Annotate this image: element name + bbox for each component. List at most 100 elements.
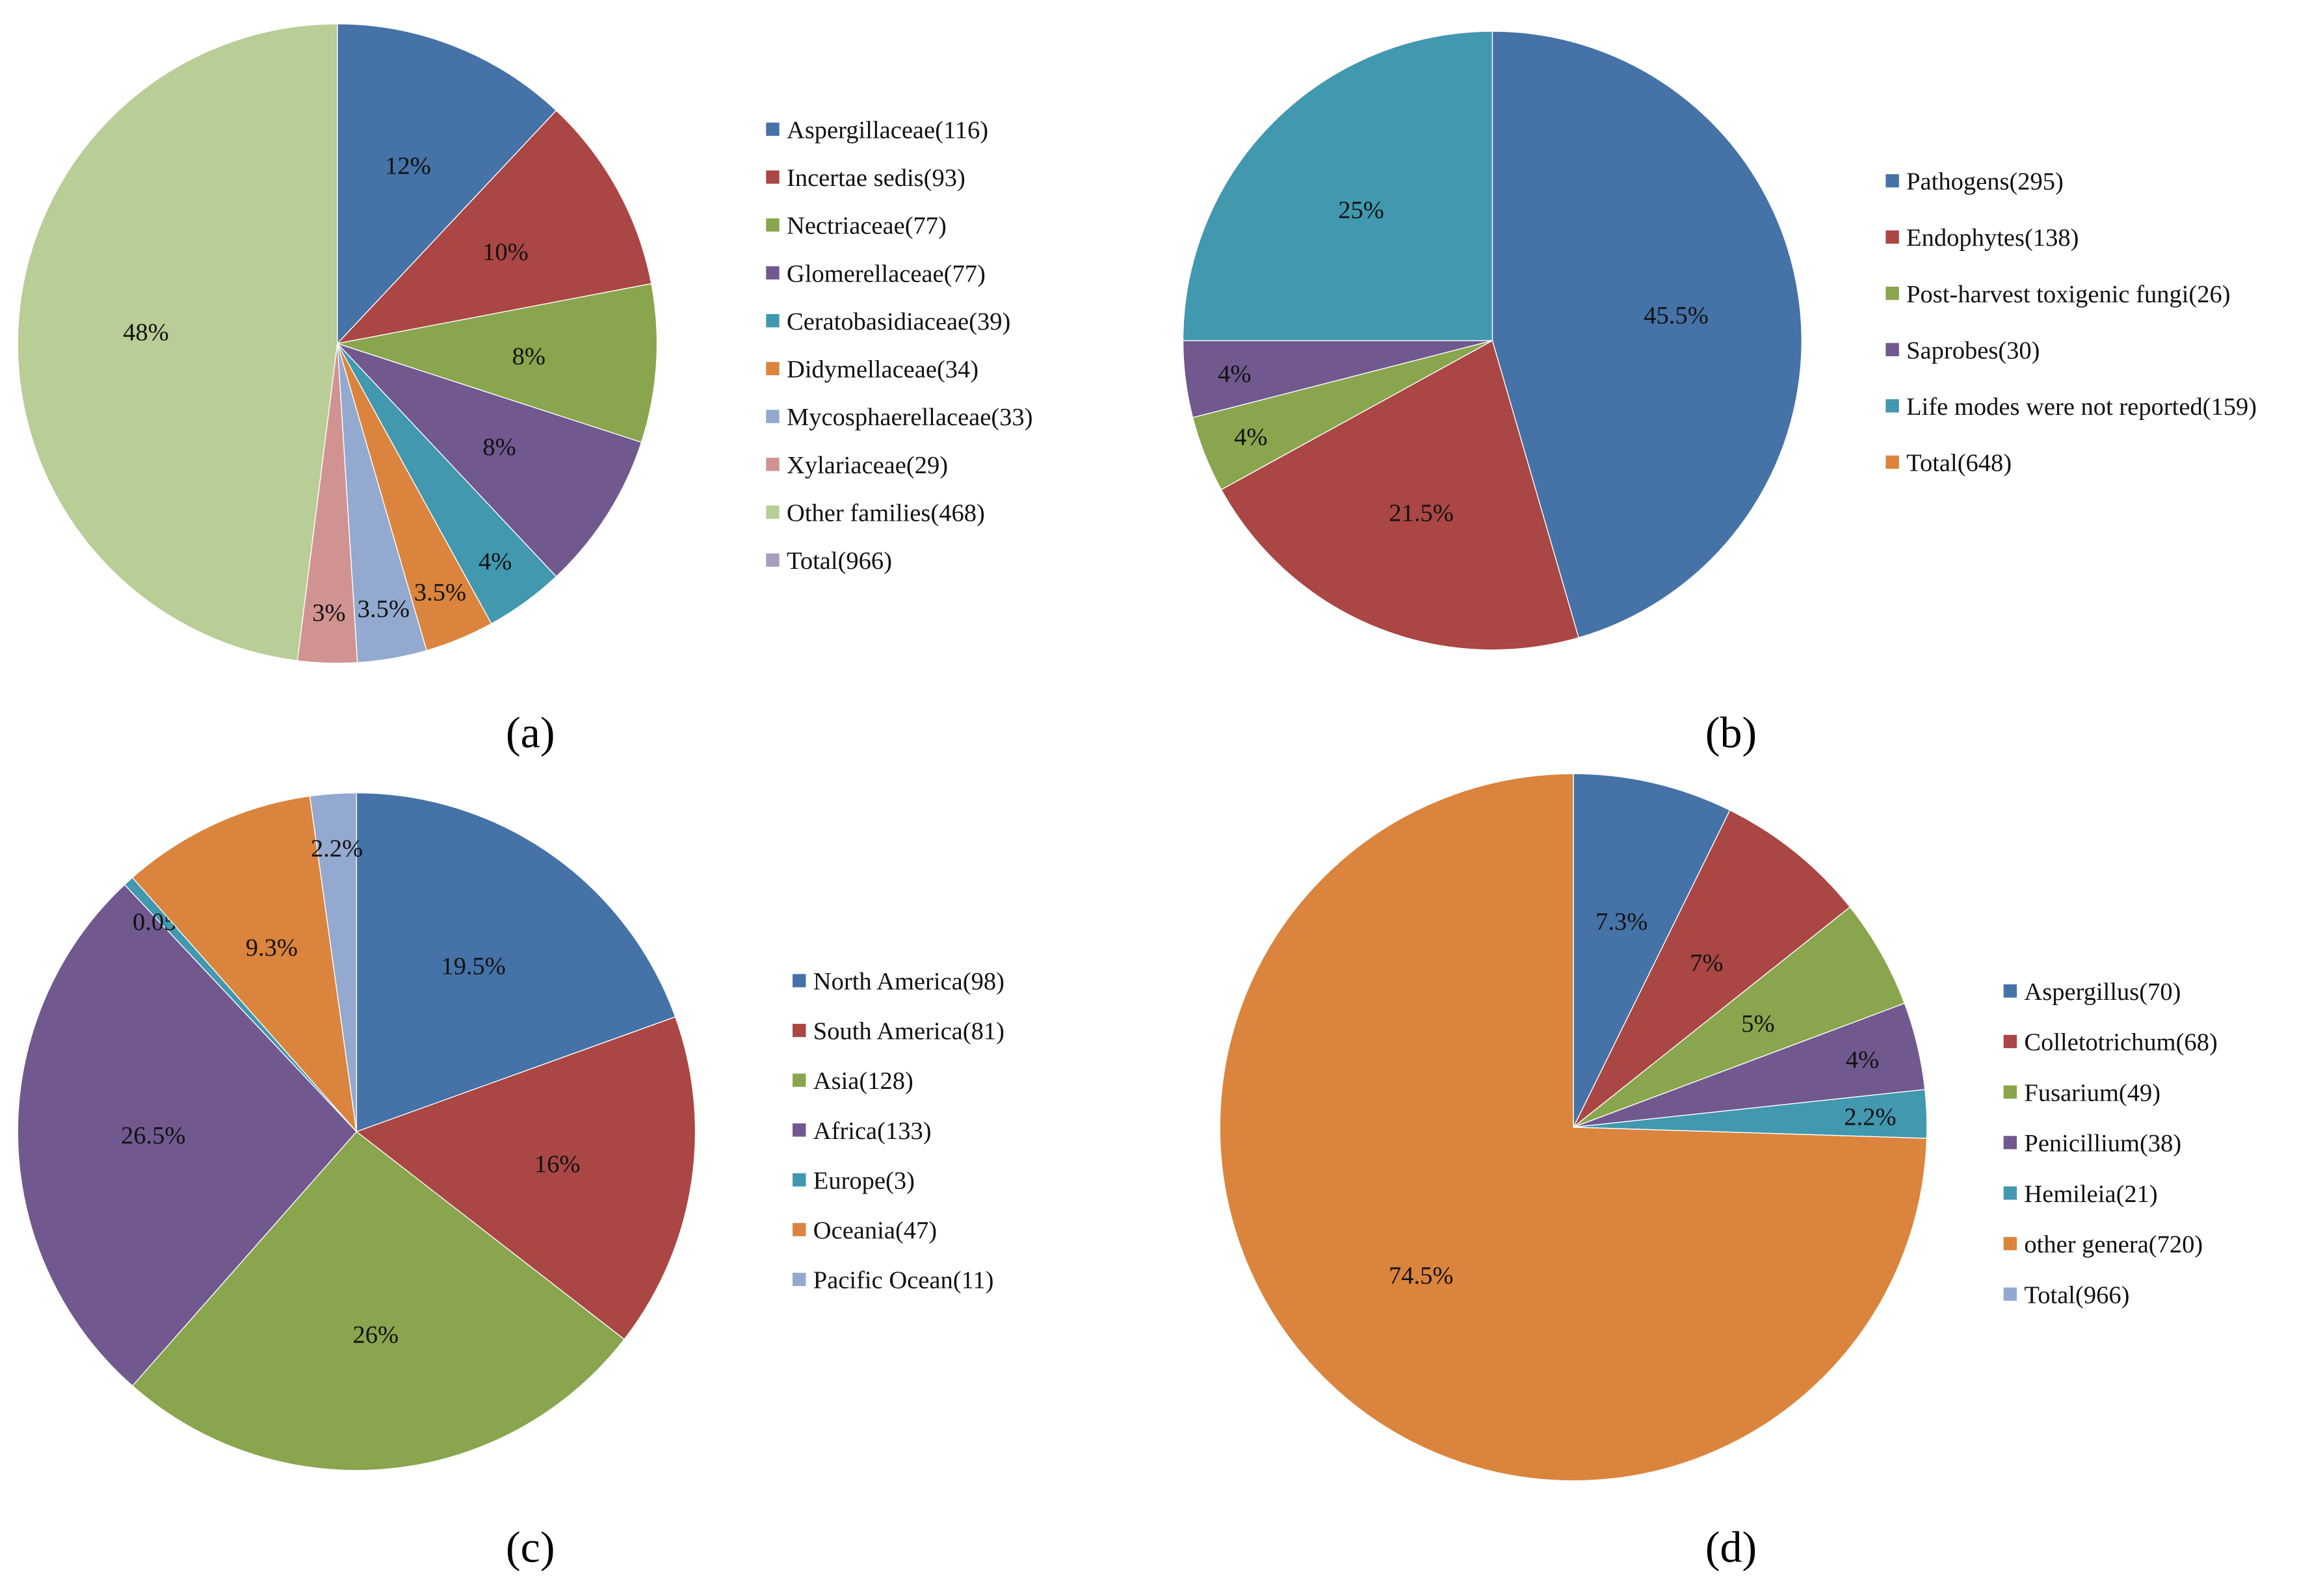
legend: North America(98) South America(81) Asia(1… <box>793 968 1004 1294</box>
pie-slice <box>17 23 338 662</box>
pie-slice <box>337 23 557 345</box>
legend-entry: Africa(133) <box>813 1118 932 1145</box>
legend-entry: Penicillium(38) <box>2024 1130 2181 1157</box>
legend-entry: Total(966) <box>787 547 892 575</box>
pie-slice <box>337 343 642 577</box>
data-label: 3.5% <box>414 579 466 607</box>
legend-entry: Asia(128) <box>813 1067 913 1095</box>
legend-swatch <box>2003 1287 2017 1301</box>
legend-entry: Nectriaceae(77) <box>787 213 947 240</box>
legend-entry: Post-harvest toxigenic fungi(26) <box>1906 281 2230 308</box>
pie-slice <box>1182 31 1493 341</box>
data-label: 2.2% <box>1844 1103 1896 1131</box>
panel-label: (c) <box>506 1522 555 1571</box>
data-label: 5% <box>1741 1010 1774 1038</box>
data-label: 45.5% <box>1644 302 1709 329</box>
pie-slice <box>335 110 652 345</box>
data-label: 4% <box>1234 424 1267 451</box>
data-label: 8% <box>512 343 545 371</box>
legend: Pathogens(295) Endophytes(138) Post-harves… <box>1885 168 2257 477</box>
legend-entry: Saprobes(30) <box>1906 337 2040 364</box>
legend: Aspergillus(70) Colletotrichum(68) Fusariu… <box>2003 978 2218 1309</box>
legend-entry: Other families(468) <box>787 500 985 527</box>
legend-entry: Fusarium(49) <box>2024 1079 2160 1106</box>
legend-swatch <box>2003 984 2017 998</box>
legend-swatch <box>766 314 780 328</box>
pie-slice <box>17 883 358 1387</box>
pie-chart-b: 45.5% 21.5% 4% 4% 25% Pathogens(295) Endophyte… <box>1182 31 2257 757</box>
pie-slice <box>1491 31 1802 638</box>
data-label: 16% <box>534 1151 581 1178</box>
data-label: 4% <box>479 548 512 575</box>
legend-entry: Xylariaceae(29) <box>787 452 948 479</box>
pie-slice <box>131 1131 625 1471</box>
legend-entry: Pacific Ocean(11) <box>813 1267 994 1294</box>
data-label: 8% <box>482 434 516 461</box>
legend-swatch <box>766 361 780 376</box>
legend-swatch <box>1885 343 1899 356</box>
legend-entry: Total(648) <box>1906 449 2012 477</box>
legend-swatch <box>1885 174 1899 188</box>
data-label: 21.5% <box>1389 499 1454 527</box>
data-label: 26.5% <box>121 1122 186 1149</box>
legend-swatch <box>793 1023 806 1038</box>
legend-swatch <box>793 1272 806 1287</box>
data-label: 74.5% <box>1389 1262 1454 1290</box>
legend-swatch <box>793 1073 806 1087</box>
pie-slice <box>1573 773 1731 1128</box>
legend-entry: Pathogens(295) <box>1906 168 2064 196</box>
legend-entry: Didymellaceae(34) <box>787 356 978 384</box>
legend-entry: Europe(3) <box>813 1167 915 1194</box>
legend-swatch <box>793 1173 806 1187</box>
legend-swatch <box>2003 1136 2017 1149</box>
legend-entry: North America(98) <box>813 968 1004 995</box>
pie-chart-c: 19.5%16%26%26.5%0.05%9.3%2.2%North Ameri… <box>17 792 1004 1571</box>
legend: Aspergillaceae(116) Incertae sedis(93) Nec… <box>766 116 1033 575</box>
legend-entry: Colletotrichum(68) <box>2024 1029 2217 1056</box>
legend-entry: Oceania(47) <box>813 1217 937 1244</box>
pie-slice <box>131 795 358 1133</box>
data-label: 25% <box>1338 197 1384 224</box>
legend-entry: Glomerellaceae(77) <box>787 260 986 287</box>
legend-entry: Life modes were not reported(159) <box>1906 393 2257 421</box>
legend-swatch <box>2003 1186 2017 1200</box>
data-label: 2.2% <box>311 835 363 863</box>
legend-entry: South America(81) <box>813 1018 1004 1045</box>
legend-swatch <box>1885 399 1899 413</box>
data-label: 7.3% <box>1595 908 1647 935</box>
legend-swatch <box>766 410 780 423</box>
legend-swatch <box>766 505 780 519</box>
legend-swatch <box>766 458 780 471</box>
data-label: 7% <box>1690 950 1723 977</box>
pie-slice <box>1220 339 1580 651</box>
legend-swatch <box>766 266 780 280</box>
legend-entry: other genera(720) <box>2024 1231 2203 1259</box>
legend-entry: Endophytes(138) <box>1906 224 2079 252</box>
data-label: 26% <box>352 1322 399 1349</box>
legend-swatch <box>793 1223 806 1236</box>
pie-chart-d: 7.3% 7% 5% 4% 2.2% 74.5% Aspergillus(70) Collet… <box>1219 773 2218 1571</box>
legend-entry: Mycosphaerellaceae(33) <box>787 404 1033 431</box>
legend-swatch <box>2003 1236 2017 1251</box>
panel-label: (d) <box>1705 1522 1757 1571</box>
legend-swatch <box>793 1123 806 1137</box>
pie-slice <box>1573 906 1906 1128</box>
legend-entry: Ceratobasidiaceae(39) <box>787 308 1010 335</box>
data-label: 10% <box>482 239 529 266</box>
data-label: 48% <box>123 319 169 347</box>
pie-slice <box>337 283 658 443</box>
legend-swatch <box>766 553 780 567</box>
pie-slice <box>355 1016 696 1341</box>
data-label: 19.5% <box>441 952 506 980</box>
legend-swatch <box>2003 1085 2017 1099</box>
data-label: 9.3% <box>246 934 298 962</box>
legend-swatch <box>1885 230 1899 244</box>
data-label: 4% <box>1218 361 1251 388</box>
panel-label: (a) <box>506 707 555 757</box>
legend-swatch <box>766 122 780 136</box>
legend-swatch <box>766 170 780 184</box>
data-label: 4% <box>1846 1046 1879 1073</box>
legend-swatch <box>793 974 806 988</box>
pie-slice <box>356 792 676 1132</box>
legend-swatch <box>1885 455 1899 469</box>
